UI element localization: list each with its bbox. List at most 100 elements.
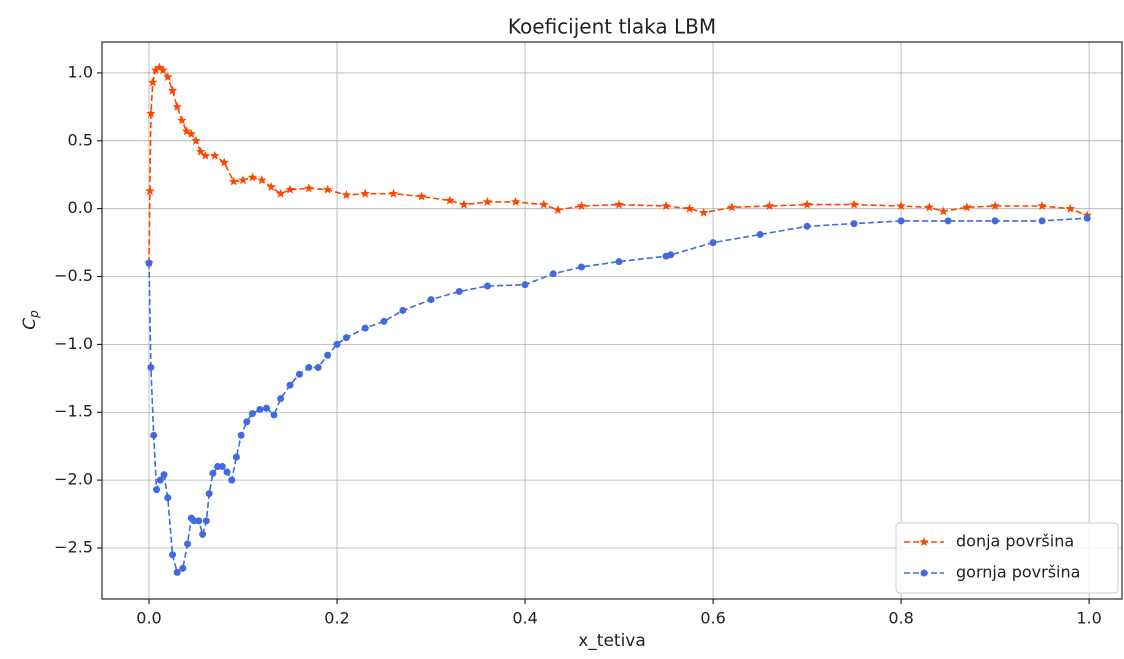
y-tick-label: −2.5: [54, 537, 93, 556]
y-tick-label: 0.0: [68, 198, 93, 217]
marker: [150, 65, 161, 75]
marker: [944, 217, 952, 225]
marker: [764, 201, 775, 210]
marker: [163, 72, 173, 82]
marker: [146, 108, 156, 118]
marker: [698, 207, 709, 217]
y-tick-label: 0.5: [68, 130, 93, 149]
marker: [614, 199, 624, 209]
marker: [919, 537, 929, 546]
x-tick-label: 0.2: [324, 609, 349, 628]
marker: [277, 395, 285, 403]
y-tick-label: −1.5: [54, 402, 93, 421]
marker: [257, 175, 267, 185]
marker: [164, 494, 172, 502]
marker: [202, 517, 210, 525]
marker: [459, 199, 469, 209]
marker: [924, 202, 934, 212]
legend-box: [895, 522, 1119, 594]
marker: [324, 351, 332, 359]
x-tick-label: 0.0: [136, 609, 161, 628]
marker: [173, 568, 181, 576]
marker: [962, 202, 972, 212]
marker: [938, 206, 949, 216]
marker: [850, 220, 858, 228]
x-tick-label: 0.4: [512, 609, 537, 628]
marker: [158, 65, 168, 75]
marker: [615, 258, 623, 266]
marker: [1083, 214, 1091, 222]
marker: [539, 199, 549, 209]
marker: [275, 188, 286, 198]
marker: [199, 530, 207, 538]
marker: [145, 186, 155, 196]
marker: [709, 239, 717, 247]
x-tick-label: 1.0: [1076, 609, 1101, 628]
marker: [286, 381, 294, 389]
marker: [661, 201, 671, 210]
marker: [333, 340, 341, 348]
marker: [200, 150, 211, 160]
legend-label: gornja površina: [956, 563, 1080, 582]
marker: [577, 263, 585, 271]
marker: [219, 157, 229, 167]
marker: [510, 196, 521, 206]
marker: [482, 196, 493, 206]
marker: [684, 203, 695, 213]
marker: [1037, 201, 1047, 210]
marker: [228, 476, 236, 484]
series-line: [148, 217, 1088, 574]
marker: [147, 363, 155, 371]
marker: [549, 270, 557, 278]
series-line: [148, 66, 1088, 264]
marker: [990, 201, 1000, 210]
marker: [380, 317, 388, 325]
marker: [483, 282, 491, 290]
marker: [156, 476, 164, 484]
marker: [160, 471, 168, 479]
marker: [191, 135, 201, 145]
marker: [360, 188, 370, 198]
x-tick-label: 0.6: [700, 609, 725, 628]
marker: [256, 406, 264, 414]
marker: [341, 190, 352, 200]
marker: [205, 490, 213, 498]
marker: [237, 431, 245, 439]
chart-title: Koeficijent tlaka LBM: [508, 15, 716, 39]
marker: [361, 324, 369, 332]
marker: [181, 126, 192, 136]
marker: [342, 334, 350, 342]
marker: [238, 175, 248, 185]
marker: [169, 551, 177, 559]
plot-frame: [101, 41, 1123, 600]
x-tick-label: 0.8: [888, 609, 913, 628]
marker: [521, 281, 529, 289]
marker: [154, 62, 165, 72]
marker: [153, 486, 161, 494]
marker: [232, 453, 240, 461]
marker: [184, 540, 192, 548]
marker: [553, 205, 563, 215]
y-tick-label: 1.0: [68, 62, 93, 81]
marker: [305, 363, 313, 371]
y-tick-label: −1.0: [54, 334, 93, 353]
y-tick-label: −0.5: [54, 266, 93, 285]
marker: [803, 222, 811, 230]
marker: [802, 199, 812, 209]
marker: [416, 191, 427, 201]
marker: [285, 184, 295, 194]
marker: [223, 468, 231, 476]
marker: [897, 217, 905, 225]
y-tick-label: −2.0: [54, 470, 93, 489]
marker: [145, 259, 153, 267]
marker: [322, 184, 333, 194]
marker: [218, 463, 226, 471]
y-axis-label: Cp: [20, 310, 41, 330]
marker: [445, 195, 455, 205]
marker: [576, 201, 587, 210]
marker: [210, 150, 220, 160]
marker: [179, 564, 187, 572]
marker: [455, 287, 463, 295]
marker: [177, 115, 187, 125]
